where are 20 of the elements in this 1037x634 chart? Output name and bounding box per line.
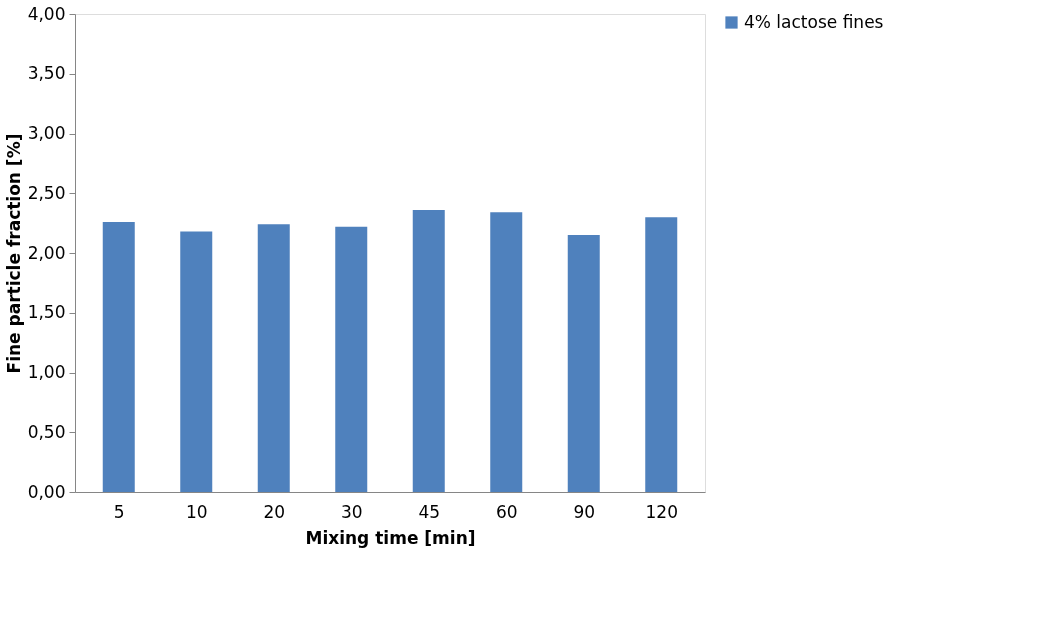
x-tick-label: 10: [185, 501, 208, 522]
y-tick-label: 2,00: [27, 242, 66, 263]
y-tick-label: 1,50: [27, 302, 66, 323]
y-tick-label: 4,00: [27, 3, 66, 24]
x-tick-label: 5: [113, 501, 125, 522]
x-tick-label: 20: [263, 501, 286, 522]
y-tick-label: 2,50: [27, 182, 66, 203]
y-tick-label: 3,00: [27, 123, 66, 143]
x-tick-label: 120: [645, 501, 678, 522]
y-tick-label: 0,50: [27, 421, 66, 442]
legend-label: 4% lactose fines: [744, 11, 884, 32]
y-tick-label: 1,00: [27, 362, 66, 382]
x-tick-label: 90: [573, 501, 596, 522]
y-tick-label: 0,00: [27, 481, 66, 502]
x-tick-label: 30: [340, 501, 363, 522]
x-tick-label: 45: [418, 501, 441, 522]
y-axis-title: Fine particle fraction [%]: [3, 133, 24, 374]
y-tick-label: 3,50: [27, 63, 66, 84]
x-axis-title: Mixing time [min]: [305, 527, 476, 548]
x-tick-label: 60: [495, 501, 518, 522]
